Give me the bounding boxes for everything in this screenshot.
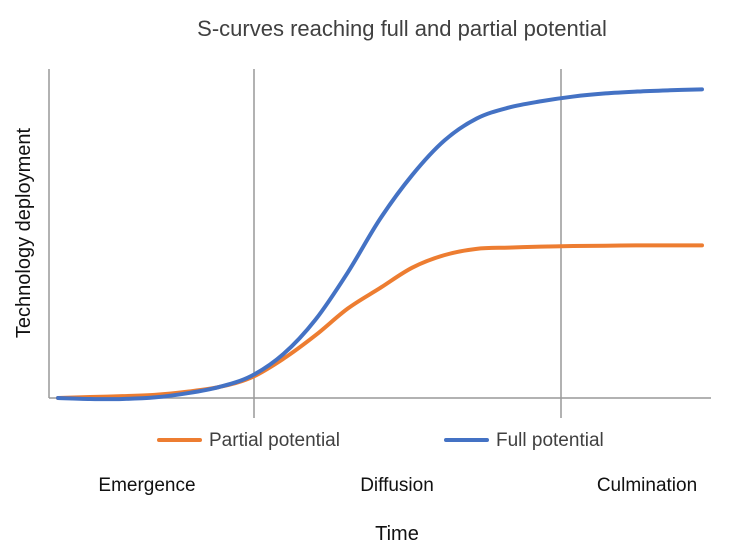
phase-label-culmination: Culmination (597, 475, 697, 496)
legend-label-full: Full potential (496, 430, 604, 451)
series-layer (56, 87, 704, 402)
chart-title: S-curves reaching full and partial poten… (197, 16, 607, 41)
legend: Partial potential Full potential (157, 430, 604, 451)
x-axis-title: Time (375, 523, 419, 545)
series-line-full-potential (56, 87, 704, 402)
y-axis-title: Technology deployment (13, 127, 35, 338)
plot-area (48, 69, 711, 418)
phase-label-diffusion: Diffusion (360, 475, 434, 496)
series-line-partial-potential (56, 243, 704, 400)
phase-label-emergence: Emergence (98, 475, 195, 496)
legend-label-partial: Partial potential (209, 430, 340, 451)
